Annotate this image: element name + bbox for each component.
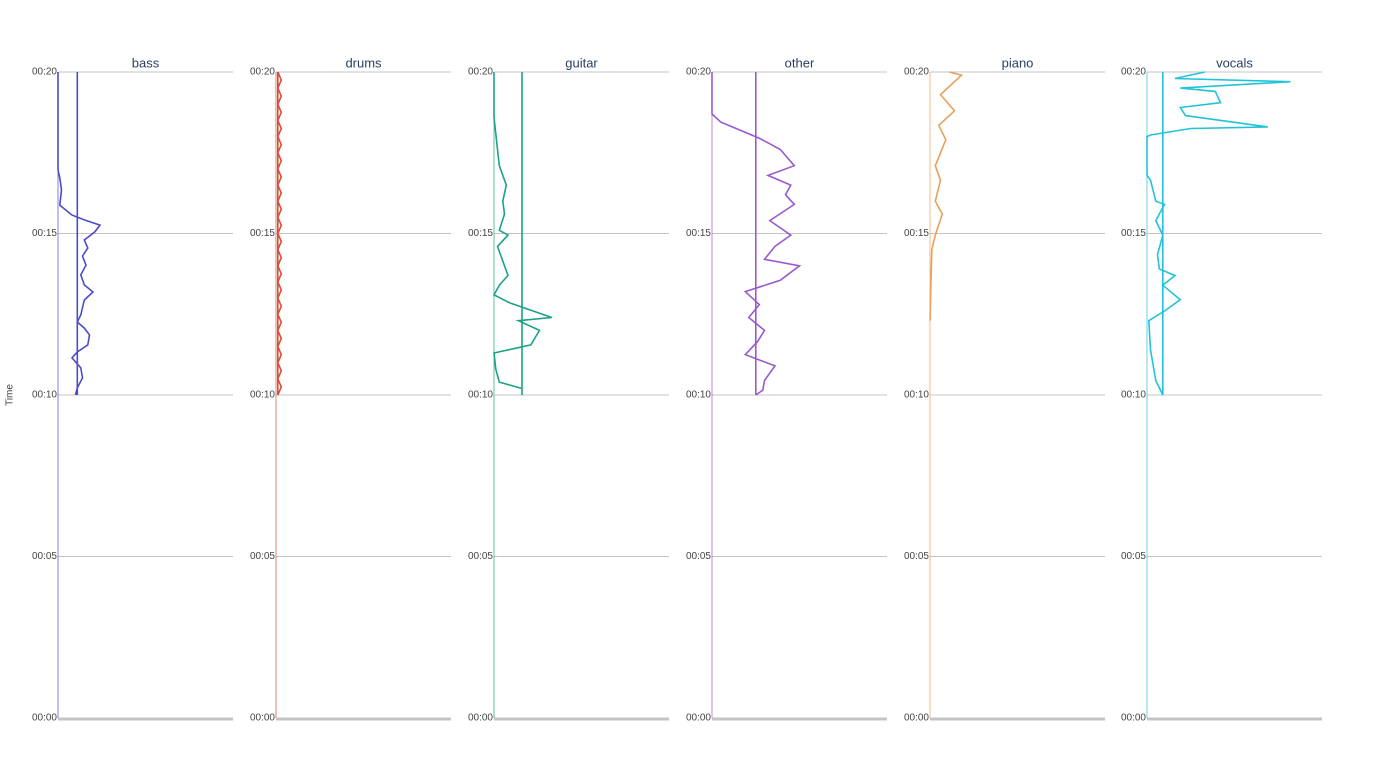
chart-title: other xyxy=(785,55,815,70)
series-line xyxy=(929,71,964,321)
series-line xyxy=(711,72,802,396)
y-tick-label: 00:05 xyxy=(468,551,493,562)
y-tick-label: 00:00 xyxy=(250,713,275,724)
y-tick-label: 00:20 xyxy=(1121,67,1146,78)
y-tick-label: 00:20 xyxy=(32,67,57,78)
y-tick-label: 00:00 xyxy=(468,713,493,724)
y-tick-label: 00:20 xyxy=(686,67,711,78)
series-line xyxy=(1146,71,1291,396)
y-tick-label: 00:00 xyxy=(32,713,57,724)
y-tick-label: 00:05 xyxy=(1121,551,1146,562)
chart-title: guitar xyxy=(565,55,598,70)
series-line xyxy=(492,72,553,390)
y-tick-label: 00:15 xyxy=(468,228,493,239)
y-tick-label: 00:15 xyxy=(1121,228,1146,239)
chart-title: vocals xyxy=(1216,55,1253,70)
y-tick-label: 00:20 xyxy=(468,67,493,78)
y-tick-label: 00:15 xyxy=(904,228,929,239)
y-tick-label: 00:15 xyxy=(686,228,711,239)
y-tick-label: 00:10 xyxy=(250,390,275,401)
chart-title: drums xyxy=(345,55,382,70)
y-tick-label: 00:20 xyxy=(904,67,929,78)
y-tick-label: 00:10 xyxy=(686,390,711,401)
chart-title: bass xyxy=(132,55,160,70)
y-tick-label: 00:00 xyxy=(1121,713,1146,724)
y-tick-label: 00:20 xyxy=(250,67,275,78)
series-line xyxy=(57,72,102,396)
chart-title: piano xyxy=(1002,55,1034,70)
y-tick-label: 00:05 xyxy=(904,551,929,562)
y-tick-label: 00:05 xyxy=(686,551,711,562)
y-tick-label: 00:00 xyxy=(686,713,711,724)
y-tick-label: 00:05 xyxy=(32,551,57,562)
y-tick-label: 00:00 xyxy=(904,713,929,724)
y-tick-label: 00:10 xyxy=(904,390,929,401)
y-tick-label: 00:10 xyxy=(1121,390,1146,401)
y-tick-label: 00:15 xyxy=(250,228,275,239)
y-tick-label: 00:05 xyxy=(250,551,275,562)
y-tick-label: 00:10 xyxy=(468,390,493,401)
y-tick-label: 00:15 xyxy=(32,228,57,239)
y-axis-label: Time xyxy=(5,384,16,406)
y-tick-label: 00:10 xyxy=(32,390,57,401)
